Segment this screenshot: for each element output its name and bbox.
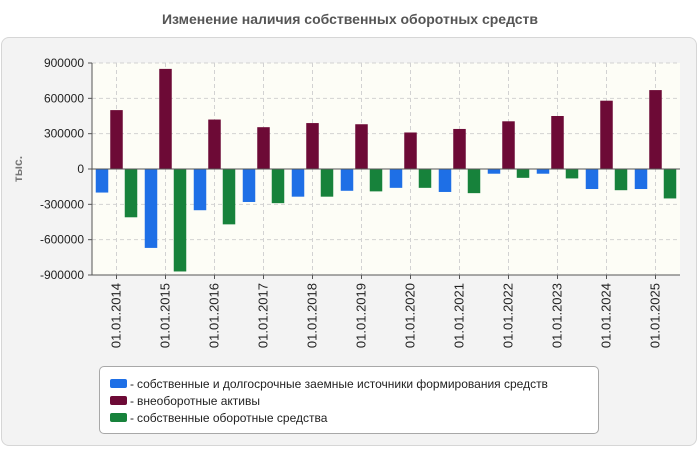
legend-label-sources: собственные и долгосрочные заемные источ… xyxy=(137,376,548,391)
bar-series-1 xyxy=(487,169,501,174)
x-tick-label: 01.01.2025 xyxy=(648,283,663,348)
x-tick-label: 01.01.2015 xyxy=(158,283,173,348)
x-tick-label: 01.01.2022 xyxy=(501,283,516,348)
bar-series-1 xyxy=(634,169,648,190)
chart-title: Изменение наличия собственных оборотных … xyxy=(161,11,539,27)
bar-series-3 xyxy=(663,169,677,199)
legend-label-working-capital: собственные оборотные средства xyxy=(137,410,328,425)
x-tick-label: 01.01.2018 xyxy=(305,283,320,348)
bar-series-2 xyxy=(306,123,319,169)
bar-series-1 xyxy=(585,169,599,190)
y-tick-label: 600000 xyxy=(44,91,84,105)
legend-label-noncurrent-assets: внеоборотные активы xyxy=(137,393,260,408)
legend-item-sources: - собственные и долгосрочные заемные ист… xyxy=(110,375,598,392)
x-tick-label: 01.01.2016 xyxy=(207,283,222,348)
bar-series-1 xyxy=(291,169,305,197)
bar-series-3 xyxy=(271,169,285,204)
legend-item-working-capital: - собственные оборотные средства xyxy=(110,409,598,426)
bar-series-3 xyxy=(222,169,236,225)
bar-series-2 xyxy=(159,68,172,169)
y-axis-label: тыс. xyxy=(11,156,25,182)
bar-series-1 xyxy=(95,169,109,193)
legend-swatch-working-capital xyxy=(110,413,127,422)
x-tick-label: 01.01.2019 xyxy=(354,283,369,348)
y-tick-label: -900000 xyxy=(40,268,84,282)
bar-series-2 xyxy=(551,116,564,169)
bar-series-1 xyxy=(242,169,256,202)
bar-series-2 xyxy=(110,110,123,169)
legend-dash: - xyxy=(130,376,134,391)
bar-series-1 xyxy=(536,169,550,174)
legend-dash: - xyxy=(130,393,134,408)
x-tick-label: 01.01.2014 xyxy=(109,283,124,348)
bar-series-3 xyxy=(173,169,187,272)
y-tick-label: 900000 xyxy=(44,56,84,70)
legend-swatch-sources xyxy=(110,379,127,388)
y-tick-label: 300000 xyxy=(44,127,84,141)
x-tick-label: 01.01.2017 xyxy=(256,283,271,348)
bar-series-2 xyxy=(649,90,662,169)
bar-series-3 xyxy=(565,169,579,179)
bar-series-2 xyxy=(208,119,221,169)
bar-series-1 xyxy=(193,169,207,211)
chart-legend: - собственные и долгосрочные заемные ист… xyxy=(99,366,599,434)
bar-series-1 xyxy=(340,169,354,191)
y-tick-label: 0 xyxy=(77,162,84,176)
bar-series-3 xyxy=(320,169,334,197)
bar-series-2 xyxy=(453,128,466,169)
bar-series-2 xyxy=(355,124,368,169)
bar-series-3 xyxy=(369,169,383,192)
legend-item-noncurrent-assets: - внеоборотные активы xyxy=(110,392,598,409)
bar-series-1 xyxy=(144,169,158,248)
y-tick-label: -600000 xyxy=(40,233,84,247)
bar-series-1 xyxy=(389,169,403,188)
bar-series-2 xyxy=(600,100,613,169)
y-tick-label: -300000 xyxy=(40,197,84,211)
bar-series-2 xyxy=(502,121,515,169)
bar-series-3 xyxy=(124,169,138,218)
bar-series-3 xyxy=(467,169,481,194)
legend-dash: - xyxy=(130,410,134,425)
x-tick-label: 01.01.2023 xyxy=(550,283,565,348)
bar-series-2 xyxy=(257,127,270,169)
bar-series-3 xyxy=(516,169,530,178)
x-tick-label: 01.01.2024 xyxy=(599,283,614,348)
bar-series-3 xyxy=(614,169,628,191)
legend-swatch-noncurrent-assets xyxy=(110,396,127,405)
x-tick-label: 01.01.2021 xyxy=(452,283,467,348)
bar-series-1 xyxy=(438,169,452,192)
x-tick-label: 01.01.2020 xyxy=(403,283,418,348)
bar-series-3 xyxy=(418,169,432,188)
bar-series-2 xyxy=(404,132,417,169)
